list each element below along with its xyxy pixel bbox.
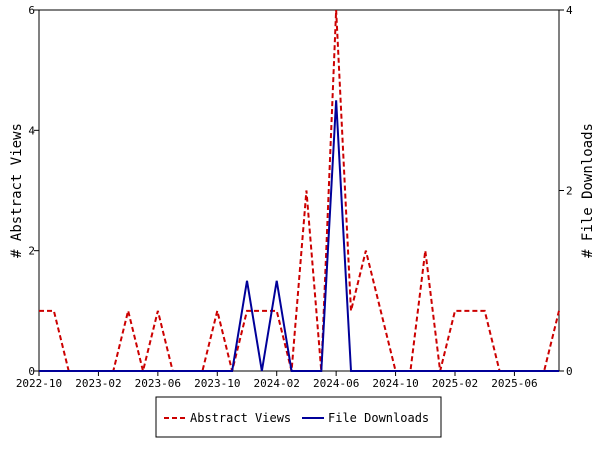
x-tick-label: 2024-06 (313, 377, 359, 390)
x-tick-label: 2023-02 (75, 377, 121, 390)
plot-area: 2022-10 2023-02 2023-06 2023-10 2024-02 2024-… (16, 4, 573, 390)
y-left-tick-label: 2 (28, 245, 35, 258)
y-axis-left-title: # Abstract Views (9, 123, 25, 258)
series-line-file-downloads (39, 100, 559, 372)
x-tick-label: 2023-10 (194, 377, 240, 390)
x-tick-label: 2022-10 (16, 377, 62, 390)
y-axis-right-title: # File Downloads (580, 123, 596, 258)
y-left-tick-label: 0 (28, 365, 35, 378)
legend-box (155, 396, 442, 438)
x-tick-label: 2025-06 (491, 377, 537, 390)
y-right-tick-label: 0 (566, 365, 573, 378)
y-left-tick-label: 6 (28, 4, 35, 17)
x-tick-label: 2024-10 (372, 377, 418, 390)
legend-label-file-downloads: File Downloads (328, 411, 429, 425)
legend-label-abstract-views: Abstract Views (190, 411, 291, 425)
series-line-abstract-views (39, 9, 560, 372)
x-tick-label: 2025-02 (432, 377, 478, 390)
y-right-tick-label: 2 (566, 185, 573, 198)
plot-frame (38, 9, 560, 372)
legend: Abstract Views File Downloads (155, 396, 442, 438)
y-left-tick-label: 4 (28, 124, 35, 137)
x-tick-label: 2024-02 (254, 377, 300, 390)
y-right-tick-label: 4 (566, 4, 573, 17)
x-tick-label: 2023-06 (135, 377, 181, 390)
